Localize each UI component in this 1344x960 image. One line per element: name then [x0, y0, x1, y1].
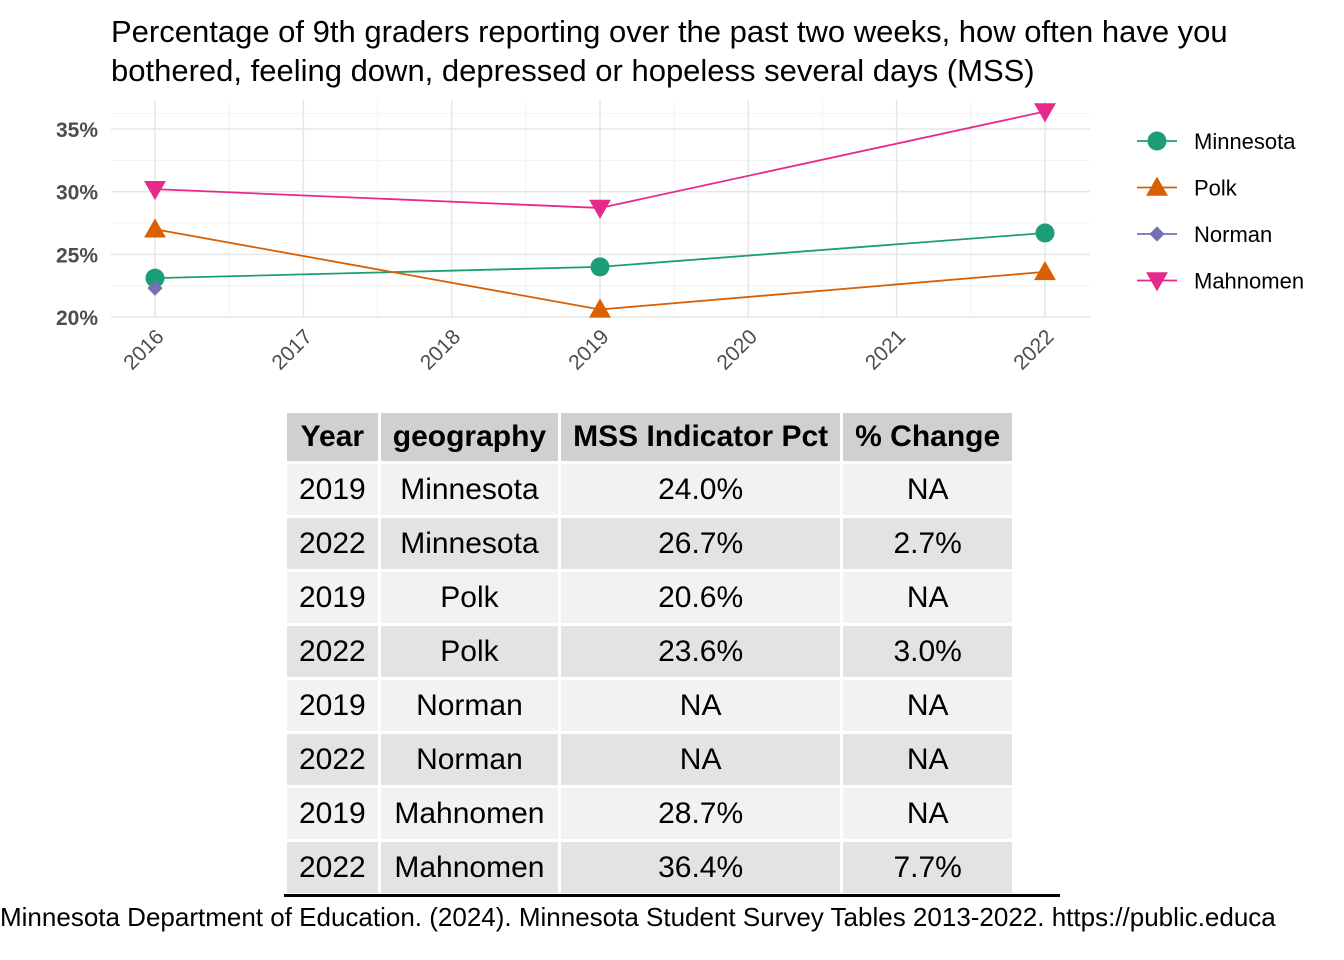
- legend-label-polk: Polk: [1194, 176, 1238, 201]
- cell-change: NA: [843, 734, 1013, 785]
- cell-year: 2019: [287, 788, 378, 839]
- x-tick-label: 2018: [416, 325, 465, 374]
- header-year: Year: [287, 413, 378, 461]
- cell-change: NA: [843, 572, 1013, 623]
- table-row: 2019 Polk 20.6% NA: [287, 572, 1013, 623]
- cell-year: 2022: [287, 842, 378, 893]
- legend-marker-minnesota: [1147, 131, 1167, 151]
- cell-year: 2022: [287, 518, 378, 569]
- data-point-minnesota: [1035, 223, 1055, 243]
- cell-year: 2022: [287, 626, 378, 677]
- legend-marker-polk: [1146, 176, 1168, 196]
- cell-pct: 28.7%: [561, 788, 841, 839]
- x-tick-label: 2021: [861, 325, 910, 374]
- source-caption: Minnesota Department of Education. (2024…: [0, 902, 1276, 932]
- table-row: 2022 Minnesota 26.7% 2.7%: [287, 518, 1013, 569]
- data-point-polk: [1034, 260, 1056, 281]
- cell-year: 2019: [287, 464, 378, 515]
- cell-geography: Mahnomen: [380, 842, 559, 893]
- data-table: Year geography MSS Indicator Pct % Chang…: [284, 410, 1015, 896]
- cell-year: 2019: [287, 680, 378, 731]
- x-tick-label: 2020: [713, 325, 762, 374]
- legend-marker-mahnomen: [1146, 272, 1168, 292]
- data-point-mahnomen: [589, 199, 611, 219]
- chart-title: Percentage of 9th graders reporting over…: [111, 12, 1344, 90]
- table-header-row: Year geography MSS Indicator Pct % Chang…: [287, 413, 1013, 461]
- cell-geography: Minnesota: [380, 518, 559, 569]
- cell-geography: Polk: [380, 626, 559, 677]
- y-tick-label: 30%: [56, 182, 98, 205]
- y-tick-label: 20%: [56, 307, 98, 330]
- chart-title-line-2: bothered, feeling down, depressed or hop…: [111, 53, 1035, 88]
- header-mss-indicator-pct: MSS Indicator Pct: [561, 413, 841, 461]
- table-row: 2022 Mahnomen 36.4% 7.7%: [287, 842, 1013, 893]
- header-pct-change: % Change: [843, 413, 1013, 461]
- legend-label-mahnomen: Mahnomen: [1194, 269, 1304, 294]
- data-point-minnesota: [590, 257, 610, 277]
- cell-pct: NA: [561, 680, 841, 731]
- data-point-norman: [147, 280, 163, 296]
- cell-geography: Polk: [380, 572, 559, 623]
- cell-change: 2.7%: [843, 518, 1013, 569]
- cell-change: NA: [843, 788, 1013, 839]
- cell-pct: NA: [561, 734, 841, 785]
- cell-geography: Norman: [380, 734, 559, 785]
- legend-marker-norman: [1149, 226, 1165, 242]
- cell-pct: 26.7%: [561, 518, 841, 569]
- legend-label-minnesota: Minnesota: [1194, 129, 1296, 154]
- cell-pct: 20.6%: [561, 572, 841, 623]
- table-row: 2019 Mahnomen 28.7% NA: [287, 788, 1013, 839]
- x-tick-label: 2017: [268, 325, 317, 374]
- legend-label-norman: Norman: [1194, 222, 1272, 247]
- cell-change: NA: [843, 680, 1013, 731]
- data-point-mahnomen: [144, 180, 166, 201]
- y-tick-label: 35%: [56, 119, 98, 142]
- table-bottom-rule: [284, 894, 1060, 897]
- cell-year: 2019: [287, 572, 378, 623]
- cell-geography: Norman: [380, 680, 559, 731]
- table-row: 2019 Minnesota 24.0% NA: [287, 464, 1013, 515]
- data-point-minnesota: [145, 268, 165, 288]
- table-row: 2022 Norman NA NA: [287, 734, 1013, 785]
- x-tick-label: 2022: [1009, 325, 1058, 374]
- cell-pct: 24.0%: [561, 464, 841, 515]
- cell-change: NA: [843, 464, 1013, 515]
- x-tick-label: 2019: [564, 325, 613, 374]
- cell-pct: 36.4%: [561, 842, 841, 893]
- x-tick-label: 2016: [119, 325, 168, 374]
- table-row: 2022 Polk 23.6% 3.0%: [287, 626, 1013, 677]
- data-point-mahnomen: [1034, 103, 1056, 123]
- cell-change: 3.0%: [843, 626, 1013, 677]
- cell-geography: Mahnomen: [380, 788, 559, 839]
- cell-geography: Minnesota: [380, 464, 559, 515]
- line-chart: 20% 25% 30% 35% 2016 2017 2018 2019 2020 2021 2022…: [56, 100, 1304, 375]
- cell-year: 2022: [287, 734, 378, 785]
- table-row: 2019 Norman NA NA: [287, 680, 1013, 731]
- cell-change: 7.7%: [843, 842, 1013, 893]
- header-geography: geography: [380, 413, 559, 461]
- data-point-polk: [589, 298, 611, 318]
- data-point-polk: [144, 218, 166, 238]
- y-tick-label: 25%: [56, 244, 98, 267]
- cell-pct: 23.6%: [561, 626, 841, 677]
- chart-title-line-1: Percentage of 9th graders reporting over…: [111, 14, 1228, 49]
